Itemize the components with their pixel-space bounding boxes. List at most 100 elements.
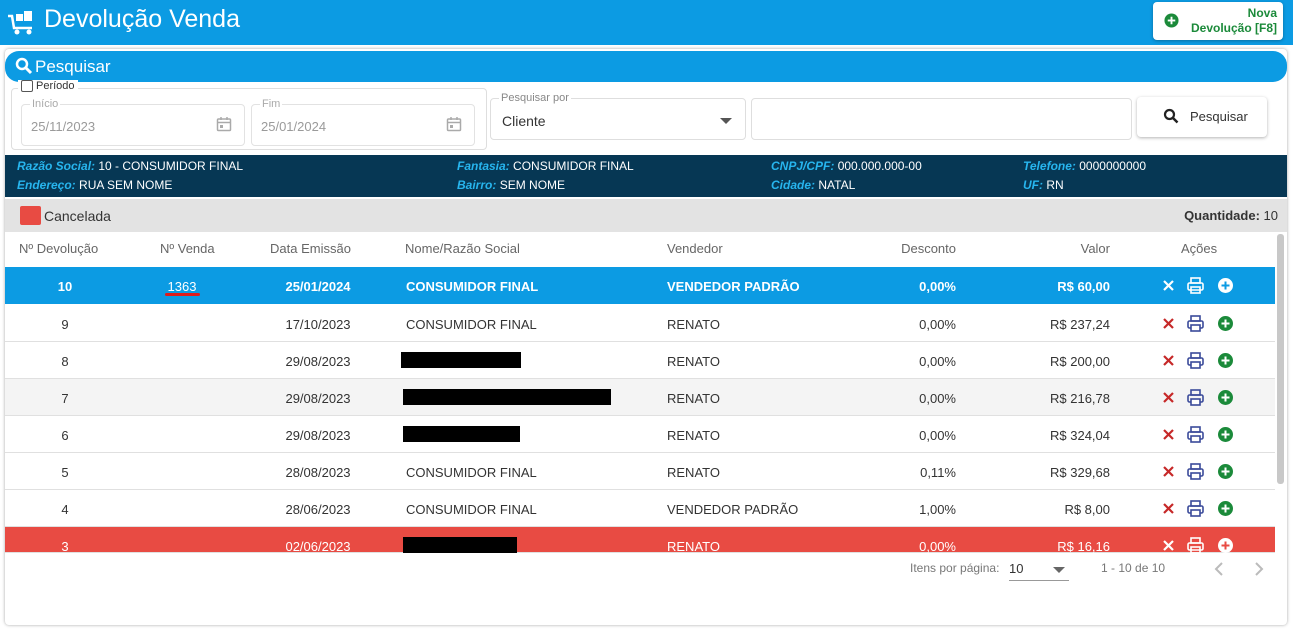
redacted-name: [403, 426, 520, 442]
add-circle-icon[interactable]: [1217, 315, 1234, 332]
cancelled-legend-label: Cancelada: [44, 208, 111, 224]
chevron-right-icon[interactable]: [1252, 560, 1266, 578]
cell-data: 29/08/2023: [285, 354, 351, 369]
print-icon[interactable]: [1187, 389, 1204, 406]
end-date-value: 25/01/2024: [261, 119, 327, 134]
cell-vendedor: RENATO: [667, 391, 720, 406]
add-circle-icon[interactable]: [1217, 352, 1234, 369]
table-row[interactable]: 6 29/08/2023 RENATO 0,00% R$ 324,04: [5, 416, 1275, 453]
period-toggle[interactable]: Período: [18, 80, 78, 92]
legend-bar: Cancelada Quantidade: 10: [5, 199, 1287, 232]
search-by-select[interactable]: Pesquisar por Cliente: [490, 92, 746, 140]
page-range: 1 - 10 de 10: [1101, 561, 1166, 575]
cancel-icon[interactable]: [1160, 389, 1177, 406]
cancel-icon[interactable]: [1160, 426, 1177, 443]
cell-data: 29/08/2023: [285, 391, 351, 406]
cell-desconto: 0,00%: [919, 279, 956, 294]
redacted-name: [403, 389, 611, 405]
new-return-button[interactable]: Nova Devolução [F8]: [1153, 2, 1283, 40]
table-row[interactable]: 7 29/08/2023 RENATO 0,00% R$ 216,78: [5, 379, 1275, 416]
cell-venda[interactable]: 1363: [167, 279, 197, 294]
calendar-icon[interactable]: [446, 116, 462, 132]
col-venda[interactable]: Nº Venda: [160, 241, 215, 256]
print-icon[interactable]: [1187, 426, 1204, 443]
search-button[interactable]: Pesquisar: [1137, 97, 1267, 137]
col-nome[interactable]: Nome/Razão Social: [405, 241, 520, 256]
cell-data: 25/01/2024: [285, 279, 351, 294]
cell-nome: CONSUMIDOR FINAL: [406, 279, 539, 294]
col-vendedor[interactable]: Vendedor: [667, 241, 723, 256]
page-size-value: 10: [1009, 561, 1024, 576]
add-circle-icon[interactable]: [1217, 426, 1234, 443]
cancel-icon[interactable]: [1160, 500, 1177, 517]
chevron-down-icon: [1053, 567, 1065, 573]
cell-vendedor: RENATO: [667, 539, 720, 554]
print-icon[interactable]: [1187, 537, 1204, 554]
table-row[interactable]: 5 28/08/2023 CONSUMIDOR FINAL RENATO 0,11% R$…: [5, 453, 1275, 490]
cell-data: 28/06/2023: [285, 502, 351, 517]
cell-valor: R$ 216,78: [1050, 391, 1110, 406]
cell-vendedor: RENATO: [667, 428, 720, 443]
search-icon: [1163, 108, 1179, 124]
end-date-field[interactable]: Fim 25/01/2024: [251, 98, 475, 146]
cell-data: 17/10/2023: [285, 317, 351, 332]
start-date-value: 25/11/2023: [31, 119, 96, 134]
table-row[interactable]: 10 1363 25/01/2024 CONSUMIDOR FINAL VENDEDOR…: [5, 267, 1275, 304]
cell-vendedor: VENDEDOR PADRÃO: [667, 502, 799, 517]
cell-valor: R$ 324,04: [1050, 428, 1110, 443]
client-info-bar: Razão Social: 10 - CONSUMIDOR FINAL Fant…: [5, 155, 1287, 197]
cancel-icon[interactable]: [1160, 352, 1177, 369]
col-data[interactable]: Data Emissão: [270, 241, 351, 256]
table-row[interactable]: 8 29/08/2023 RENATO 0,00% R$ 200,00: [5, 342, 1275, 379]
client-razao: Razão Social: 10 - CONSUMIDOR FINAL: [17, 159, 244, 173]
add-circle-icon[interactable]: [1217, 277, 1234, 294]
cancel-icon[interactable]: [1160, 277, 1177, 294]
table-scrollbar[interactable]: [1277, 234, 1284, 484]
add-circle-icon[interactable]: [1217, 537, 1234, 554]
start-date-field[interactable]: Início 25/11/2023: [21, 98, 245, 146]
table-row[interactable]: 4 28/06/2023 CONSUMIDOR FINAL VENDEDOR PADR…: [5, 490, 1275, 527]
cancel-icon[interactable]: [1160, 315, 1177, 332]
cell-data: 02/06/2023: [285, 539, 351, 554]
plus-circle-icon: [1164, 13, 1179, 28]
col-valor[interactable]: Valor: [1080, 241, 1110, 256]
client-uf: UF: RN: [1023, 178, 1064, 192]
col-devolucao[interactable]: Nº Devolução: [19, 241, 99, 256]
search-panel-header[interactable]: Pesquisar: [5, 51, 1287, 82]
page-size-select[interactable]: 10: [1009, 559, 1069, 581]
cancel-icon[interactable]: [1160, 463, 1177, 480]
redacted-name: [403, 537, 517, 553]
cell-devolucao: 10: [57, 279, 73, 294]
search-input[interactable]: [751, 98, 1132, 140]
print-icon[interactable]: [1187, 352, 1204, 369]
cell-devolucao: 6: [61, 428, 69, 443]
cell-data: 28/08/2023: [285, 465, 351, 480]
search-panel-title: Pesquisar: [35, 57, 111, 76]
cell-nome: CONSUMIDOR FINAL: [406, 317, 537, 332]
cancel-icon[interactable]: [1160, 537, 1177, 554]
chevron-left-icon[interactable]: [1212, 560, 1226, 578]
add-circle-icon[interactable]: [1217, 389, 1234, 406]
print-icon[interactable]: [1187, 463, 1204, 480]
cell-vendedor: RENATO: [667, 465, 720, 480]
print-icon[interactable]: [1187, 500, 1204, 517]
print-icon[interactable]: [1187, 315, 1204, 332]
table-row[interactable]: 3 02/06/2023 RENATO 0,00% R$ 16,16: [5, 527, 1275, 554]
cell-desconto: 0,00%: [919, 317, 956, 332]
calendar-icon[interactable]: [216, 116, 232, 132]
table-row[interactable]: 9 17/10/2023 CONSUMIDOR FINAL RENATO 0,00% R$…: [5, 305, 1275, 342]
period-label: Período: [36, 80, 75, 92]
client-cnpj: CNPJ/CPF: 000.000.000-00: [771, 159, 922, 173]
redacted-name: [401, 352, 521, 368]
add-circle-icon[interactable]: [1217, 463, 1234, 480]
client-fantasia: Fantasia: CONSUMIDOR FINAL: [457, 159, 634, 173]
col-desconto[interactable]: Desconto: [901, 241, 956, 256]
page-title: Devolução Venda: [44, 5, 240, 33]
start-date-label: Início: [30, 98, 61, 110]
print-icon[interactable]: [1187, 277, 1204, 294]
add-circle-icon[interactable]: [1217, 500, 1234, 517]
cell-desconto: 1,00%: [919, 502, 956, 517]
period-checkbox[interactable]: [21, 80, 33, 92]
search-button-label: Pesquisar: [1190, 109, 1248, 124]
cell-desconto: 0,00%: [919, 428, 956, 443]
